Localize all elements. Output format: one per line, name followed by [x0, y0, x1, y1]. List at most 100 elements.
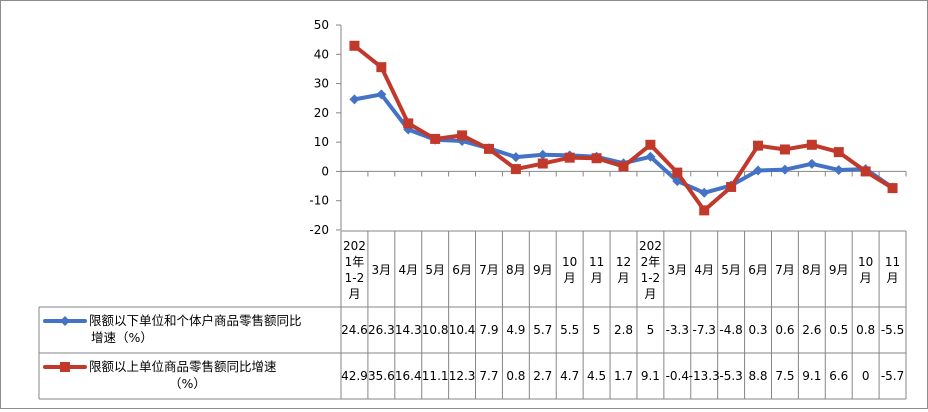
x-category-label: 3月 — [372, 263, 392, 277]
data-point-diamond — [537, 149, 548, 160]
table-value: 1.7 — [614, 369, 633, 383]
table-value: -3.3 — [666, 323, 689, 337]
table-value: 7.9 — [479, 323, 498, 337]
x-category-label: 7月 — [479, 263, 499, 277]
data-point-square — [779, 144, 790, 155]
x-category-label: 6月 — [748, 263, 768, 277]
table-value: 2.6 — [802, 323, 821, 337]
x-category-label: 10 月 — [562, 255, 577, 285]
data-point-diamond — [699, 187, 710, 198]
data-point-square — [564, 152, 575, 163]
table-value: 2.7 — [533, 369, 552, 383]
x-category-label: 10 月 — [858, 255, 873, 285]
data-point-diamond — [510, 152, 521, 163]
table-value: 9.1 — [802, 369, 821, 383]
data-point-square — [376, 62, 387, 73]
y-tick-label: 0 — [321, 164, 329, 178]
data-point-square — [726, 181, 737, 192]
series-lines — [349, 40, 898, 216]
x-category-label: 5月 — [721, 263, 741, 277]
x-category-label: 8月 — [506, 263, 526, 277]
x-category-label: 11 月 — [589, 255, 604, 285]
data-point-square — [349, 40, 360, 51]
x-category-label: 202 2年 1-2 月 — [639, 239, 662, 301]
x-category-label: 8月 — [802, 263, 822, 277]
table-value: 5 — [647, 323, 655, 337]
x-category-label: 202 1年 1-2 月 — [343, 239, 366, 301]
table-value: 6.6 — [829, 369, 848, 383]
data-point-square — [618, 161, 629, 172]
y-tick-label: -20 — [309, 223, 329, 237]
data-point-diamond — [376, 89, 387, 100]
table-value: 7.5 — [775, 369, 794, 383]
data-point-square — [699, 205, 710, 216]
y-tick-label: 10 — [314, 135, 329, 149]
table-value: 35.6 — [368, 369, 395, 383]
table-value: -0.4 — [666, 369, 689, 383]
x-category-label: 7月 — [775, 263, 795, 277]
table-value: -5.3 — [719, 369, 742, 383]
table-value: 14.3 — [395, 323, 422, 337]
table-value: 16.4 — [395, 369, 422, 383]
table-value: 0.6 — [775, 323, 794, 337]
table-value: 42.9 — [341, 369, 368, 383]
table-value: -5.7 — [881, 369, 904, 383]
table-value: 0.8 — [856, 323, 875, 337]
data-point-diamond — [833, 164, 844, 175]
legend-key-marker — [60, 316, 70, 326]
x-category-label: 9月 — [533, 263, 553, 277]
data-point-square — [860, 166, 871, 177]
data-point-square — [457, 130, 468, 141]
table-value: 8.8 — [748, 369, 767, 383]
table-value: 4.5 — [587, 369, 606, 383]
y-tick-label: -10 — [309, 194, 329, 208]
table-value: 0 — [862, 369, 870, 383]
y-tick-label: 40 — [314, 47, 329, 61]
y-tick-label: 50 — [314, 18, 329, 32]
table-value: 4.7 — [560, 369, 579, 383]
legend-label: 限额以下单位和个体户商品零售额同比增速（%） — [89, 313, 302, 345]
legend-label: 限额以上单位商品零售额同比增速（%） — [89, 359, 277, 391]
data-point-square — [510, 164, 521, 175]
data-point-diamond — [806, 158, 817, 169]
x-category-label: 12 月 — [616, 255, 631, 285]
table-value: 5.7 — [533, 323, 552, 337]
table-value: 4.9 — [506, 323, 525, 337]
table-value: 9.1 — [641, 369, 660, 383]
y-tick-label: 30 — [314, 77, 329, 91]
table-value: -13.3 — [689, 369, 720, 383]
data-point-square — [403, 118, 414, 129]
table-value: -7.3 — [693, 323, 716, 337]
table-value: 24.6 — [341, 323, 368, 337]
table-value: 7.7 — [479, 369, 498, 383]
table-value: -5.5 — [881, 323, 904, 337]
table-value: -4.8 — [719, 323, 742, 337]
data-point-square — [591, 153, 602, 164]
data-point-square — [483, 143, 494, 154]
y-tick-label: 20 — [314, 106, 329, 120]
x-category-label: 11 月 — [885, 255, 900, 285]
table-value: 5.5 — [560, 323, 579, 337]
data-point-diamond — [753, 165, 764, 176]
y-axis: -20 -10 0 10 20 30 40 50 — [309, 18, 342, 237]
x-category-label: 4月 — [398, 263, 418, 277]
data-table: 24.6 26.3 14.3 10.8 10.4 7.9 4.9 5.7 5.5 5 2.8 5 -3.… — [38, 230, 907, 400]
x-category-label: 4月 — [694, 263, 714, 277]
data-point-square — [537, 158, 548, 169]
data-point-square — [645, 139, 656, 150]
x-category-label: 3月 — [667, 263, 687, 277]
table-value: 0.5 — [829, 323, 848, 337]
x-category-label: 9月 — [829, 263, 849, 277]
table-value: 0.8 — [506, 369, 525, 383]
series-line — [352, 43, 895, 213]
data-point-square — [672, 167, 683, 178]
table-value: 0.3 — [748, 323, 767, 337]
x-category-label: 5月 — [425, 263, 445, 277]
table-value: 26.3 — [368, 323, 395, 337]
data-point-square — [430, 133, 441, 144]
data-point-diamond — [645, 151, 656, 162]
data-point-square — [833, 147, 844, 158]
data-point-square — [753, 140, 764, 151]
